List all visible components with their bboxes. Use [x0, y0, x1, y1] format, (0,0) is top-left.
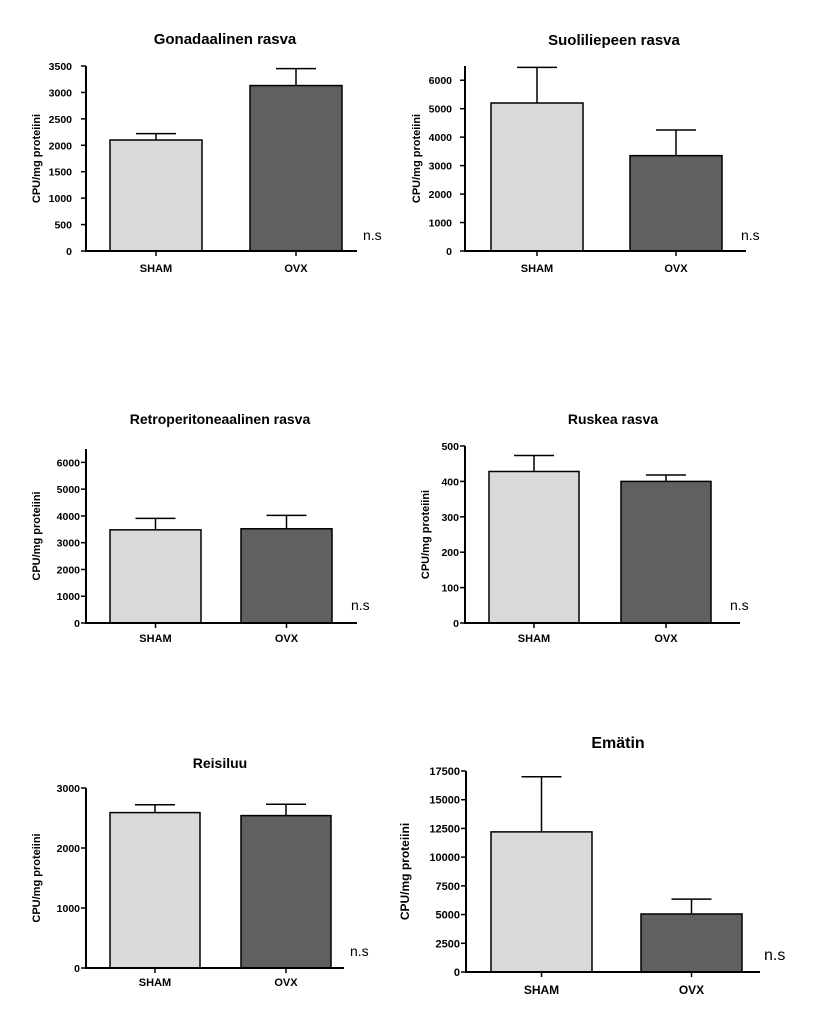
y-tick-label: 1500 [49, 167, 73, 179]
y-tick-label: 2000 [429, 189, 453, 201]
significance-annotation: n.s [741, 227, 760, 243]
y-axis-label: CPU/mg proteiini [31, 491, 43, 580]
y-tick-label: 5000 [436, 910, 460, 922]
y-tick-label: 300 [441, 512, 459, 524]
bar-sham [109, 811, 201, 969]
y-tick-label: 1000 [57, 903, 81, 915]
significance-annotation: n.s [351, 597, 370, 613]
bar-sham [488, 470, 580, 624]
y-tick-label: 4000 [429, 132, 453, 144]
significance-annotation: n.s [363, 227, 382, 243]
y-tick-label: 3000 [57, 538, 81, 550]
significance-annotation: n.s [730, 597, 749, 613]
x-tick-label: OVX [284, 263, 308, 275]
y-tick-label: 0 [454, 967, 460, 979]
chart-panel-3: Retroperitoneaalinen rasva CPU/mg proteii… [31, 411, 370, 645]
y-tick-label: 0 [66, 246, 72, 258]
chart-title: Ruskea rasva [568, 411, 659, 427]
y-tick-label: 2500 [436, 938, 460, 950]
y-tick-label: 0 [74, 618, 80, 630]
x-tick-label: OVX [654, 633, 678, 645]
bar-sham [109, 139, 203, 252]
bar-ovx [640, 913, 743, 973]
y-tick-label: 2000 [49, 140, 73, 152]
chart-panel-1: Gonadaalinen rasva CPU/mg proteiini SHAM OV… [31, 31, 382, 275]
chart-panel-2: Suoliliepeen rasva CPU/mg proteiini SHAM OV… [411, 32, 760, 275]
x-tick-label: SHAM [140, 263, 172, 275]
y-tick-label: 0 [74, 963, 80, 975]
bar-ovx [240, 528, 333, 624]
chart-title: Emätin [591, 735, 644, 752]
y-tick-label: 3500 [49, 61, 73, 73]
chart-panel-4: Ruskea rasva CPU/mg proteiini SHAM OVX 0 100 2… [420, 411, 749, 645]
significance-annotation: n.s [350, 943, 369, 959]
y-tick-label: 100 [441, 583, 459, 595]
y-axis-label: CPU/mg proteiini [398, 823, 412, 920]
y-tick-label: 15000 [429, 795, 460, 807]
y-tick-label: 3000 [57, 783, 81, 795]
x-tick-label: SHAM [521, 263, 553, 275]
y-tick-label: 5000 [429, 104, 453, 116]
x-tick-label: SHAM [139, 633, 171, 645]
y-tick-label: 2500 [49, 114, 73, 126]
y-tick-label: 6000 [429, 75, 453, 87]
bar-sham [490, 831, 593, 973]
y-tick-label: 2000 [57, 564, 81, 576]
x-tick-label: OVX [664, 263, 688, 275]
y-axis-label: CPU/mg proteiini [411, 114, 423, 203]
bar-ovx [629, 154, 723, 252]
chart-panel-5: Reisiluu CPU/mg proteiini SHAM OVX 0 1000 2000… [31, 755, 369, 989]
y-tick-label: 200 [441, 547, 459, 559]
x-tick-label: SHAM [518, 633, 550, 645]
y-axis-label: CPU/mg proteiini [420, 490, 432, 579]
y-tick-label: 2000 [57, 843, 81, 855]
y-tick-label: 6000 [57, 457, 81, 469]
x-tick-label: OVX [274, 977, 298, 989]
y-axis-label: CPU/mg proteiini [31, 114, 43, 203]
chart-title: Retroperitoneaalinen rasva [130, 411, 311, 427]
x-tick-label: SHAM [139, 977, 171, 989]
bar-sham [109, 529, 202, 624]
y-tick-label: 3000 [49, 87, 73, 99]
y-tick-label: 500 [441, 441, 459, 453]
y-axis-label: CPU/mg proteiini [31, 833, 43, 922]
chart-title: Suoliliepeen rasva [548, 32, 680, 49]
y-tick-label: 3000 [429, 161, 453, 173]
bar-ovx [240, 814, 332, 969]
y-tick-label: 17500 [429, 766, 460, 778]
y-tick-label: 7500 [436, 881, 460, 893]
bar-ovx [620, 480, 712, 624]
y-tick-label: 500 [54, 220, 72, 232]
bar-sham [490, 102, 584, 252]
x-tick-label: SHAM [524, 983, 559, 997]
y-tick-label: 1000 [57, 591, 81, 603]
y-tick-label: 12500 [429, 823, 460, 835]
bar-ovx [249, 84, 343, 252]
y-tick-label: 1000 [429, 218, 453, 230]
y-tick-label: 400 [441, 476, 459, 488]
y-tick-label: 5000 [57, 484, 81, 496]
chart-title: Reisiluu [193, 755, 247, 771]
y-tick-label: 10000 [429, 852, 460, 864]
x-tick-label: OVX [275, 633, 299, 645]
y-tick-label: 1000 [49, 193, 73, 205]
chart-title: Gonadaalinen rasva [154, 31, 297, 48]
significance-annotation: n.s [764, 947, 785, 964]
y-tick-label: 0 [446, 246, 452, 258]
x-tick-label: OVX [679, 983, 704, 997]
y-tick-label: 0 [453, 618, 459, 630]
y-tick-label: 4000 [57, 511, 81, 523]
chart-panel-6: Emätin CPU/mg proteiini SHAM OVX 0 2500 5000 75… [398, 735, 785, 997]
